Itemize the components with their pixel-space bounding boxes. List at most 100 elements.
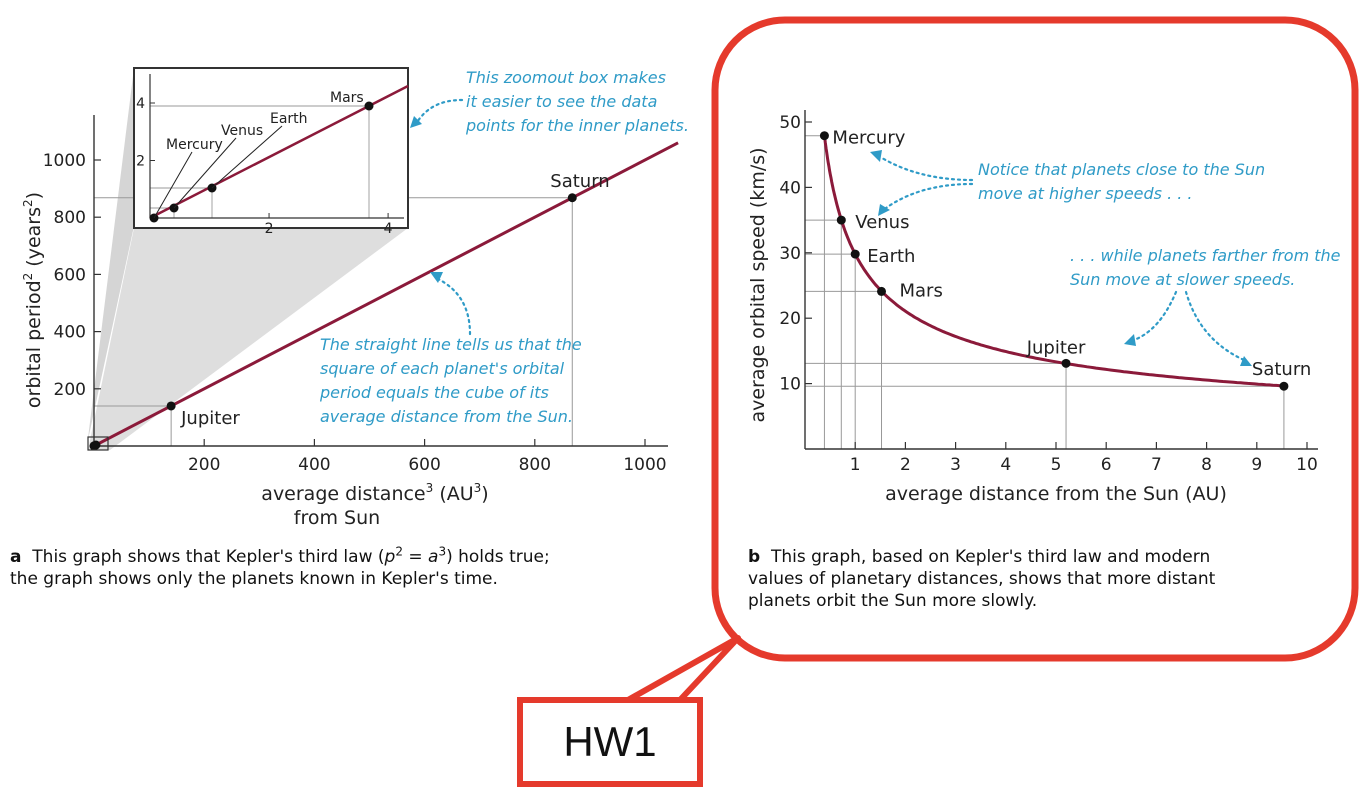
inset-leader	[173, 137, 237, 209]
caption-a-line2: the graph shows only the planets known i…	[10, 569, 498, 589]
slow-arrow-left	[1132, 290, 1178, 342]
inset-note-arrow	[414, 98, 464, 126]
chart-a-point-label: Saturn	[550, 171, 609, 192]
fast-note-line1: Notice that planets close to the Sun	[978, 160, 1265, 179]
chart-b-point-label: Jupiter	[1026, 337, 1086, 358]
chart-a-axes	[93, 115, 668, 447]
fast-note-line2: move at higher speeds . . .	[978, 184, 1193, 203]
inset-y-tick-label: 4	[136, 96, 145, 112]
line-note-arrowhead	[430, 272, 443, 283]
inset-leaders	[153, 125, 283, 219]
caption-b-line3: planets orbit the Sun more slowly.	[748, 591, 1038, 611]
chart-b-point	[877, 286, 887, 296]
caption-a-eq: =	[402, 547, 429, 567]
inset-guides	[150, 105, 370, 219]
chart-b-x-tick-label: 3	[950, 455, 961, 475]
zoom-wedge	[88, 68, 134, 440]
fast-arrowhead-up	[870, 150, 882, 162]
caption-a-letter: a	[10, 547, 22, 567]
chart-b-speed-curve	[822, 135, 1284, 388]
chart-b-x-tick-label: 6	[1101, 455, 1112, 475]
chart-a-x-tick-label: 400	[298, 455, 330, 475]
slow-arrow-right	[1184, 290, 1246, 362]
chart-b-y-axis-label: average orbital speed (km/s)	[747, 147, 769, 422]
callout-bubble	[711, 16, 1359, 662]
chart-a-y-tick-label: 800	[54, 208, 86, 228]
fast-arrow-down	[884, 182, 974, 210]
caption-a-line1-pre: This graph shows that Kepler's third law…	[32, 547, 385, 567]
chart-b-point-label: Saturn	[1252, 359, 1311, 380]
chart-b-x-tick-label: 4	[1000, 455, 1011, 475]
chart-a-arrowheads	[410, 116, 443, 283]
inset-x-tick-label: 2	[265, 221, 274, 237]
chart-b-point	[1279, 381, 1289, 391]
chart-b-arrows	[880, 156, 1246, 362]
line-note-line3: period equals the cube of its	[319, 383, 549, 402]
chart-b-x-tick-label: 1	[850, 455, 861, 475]
inset-note-line3: points for the inner planets.	[465, 116, 689, 135]
chart-a-fit-line	[93, 141, 679, 448]
line-note-arrow	[434, 276, 472, 336]
line-note-line1: The straight line tells us that the	[320, 335, 582, 354]
chart-b-y-tick-label: 10	[779, 375, 801, 395]
caption-a-exp: 2	[395, 544, 403, 559]
line-note-line4: average distance from the Sun.	[320, 407, 573, 426]
chart-b-x-tick-label: 9	[1251, 455, 1262, 475]
chart-b-point	[1061, 358, 1071, 368]
callout-label-box	[517, 697, 703, 787]
zoom-wedge-lower	[88, 228, 408, 450]
chart-a-x-tick-label: 600	[408, 455, 440, 475]
line-note-line2: square of each planet's orbital	[320, 359, 565, 378]
inset-leader	[153, 151, 193, 219]
chart-b-annotations: Notice that planets close to the Sun mov…	[978, 160, 1341, 289]
inset-leader	[211, 125, 283, 189]
inset-note-line2: it easier to see the data	[466, 92, 657, 111]
inset-x-tick-label: 4	[384, 221, 393, 237]
inset-axes	[149, 74, 404, 219]
chart-a-y-tick-label: 400	[54, 323, 86, 343]
slow-arrowhead-left	[1124, 334, 1136, 346]
chart-b-x-tick-label: 8	[1201, 455, 1212, 475]
caption-b-line2: values of planetary distances, shows tha…	[748, 569, 1216, 589]
chart-b-point-label: Earth	[867, 246, 915, 267]
slow-arrowhead-right	[1240, 356, 1252, 366]
chart-a-y-tick-label: 600	[54, 265, 86, 285]
inset-ticks: 2 4 2 4	[136, 96, 393, 237]
inset-point-label: Mars	[330, 90, 364, 106]
callout-pointer	[625, 635, 741, 703]
chart-a-x-tick-label: 1000	[623, 455, 666, 475]
chart-b-point-label: Venus	[855, 212, 909, 233]
inset-y-tick-label: 2	[136, 154, 145, 170]
chart-b-x-tick-label: 7	[1151, 455, 1162, 475]
chart-a-y-tick-label: 1000	[43, 151, 86, 171]
chart-b-x-tick-label: 5	[1051, 455, 1062, 475]
chart-b-axes	[804, 110, 1318, 450]
slow-note-line2: Sun move at slower speeds.	[1070, 270, 1295, 289]
chart-b-y-tick-label: 30	[779, 244, 801, 264]
chart-b-point	[819, 131, 829, 141]
chart-a-x-axis-label: average distance3 (AU3)	[261, 481, 488, 505]
caption-b: b This graph, based on Kepler's third la…	[748, 546, 1328, 612]
inset-point	[364, 101, 374, 111]
chart-b-arrowheads	[870, 150, 1252, 366]
chart-a-x-tick-label: 200	[188, 455, 220, 475]
chart-b-point	[850, 249, 860, 259]
chart-a-points: Jupiter Saturn	[89, 171, 610, 451]
chart-b-point-label: Mars	[900, 280, 943, 301]
inset-note-line1: This zoomout box makes	[466, 68, 666, 87]
caption-a-exp2: 3	[438, 544, 447, 559]
chart-b-ticks: 1 2 3 4 5 6 7 8 9 10 10 20 30 40 50	[779, 113, 1317, 475]
chart-b-x-tick-label: 10	[1296, 455, 1318, 475]
caption-a: a This graph shows that Kepler's third l…	[10, 544, 650, 590]
inset-point-label: Venus	[221, 123, 263, 139]
inset-point-label: Mercury	[166, 137, 223, 153]
chart-b-x-axis-label: average distance from the Sun (AU)	[885, 483, 1227, 505]
chart-a-point-label: Jupiter	[180, 408, 240, 429]
chart-b-x-tick-label: 2	[900, 455, 911, 475]
chart-a-arrows	[414, 98, 472, 336]
caption-b-line1: This graph, based on Kepler's third law …	[770, 547, 1211, 567]
chart-a-x-tick-label: 800	[519, 455, 551, 475]
